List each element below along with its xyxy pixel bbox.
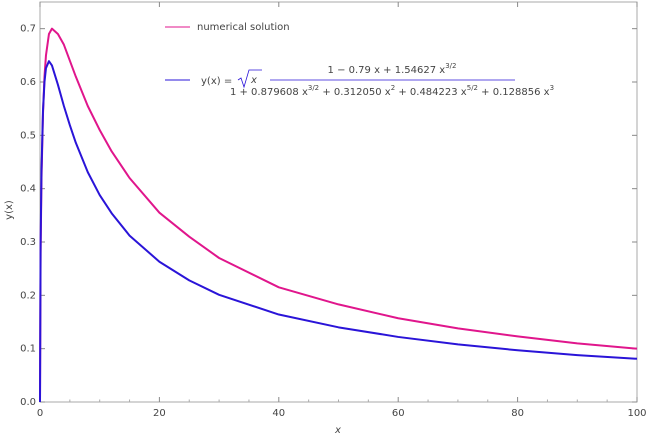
y-axis-label: y(x) [4, 200, 15, 220]
legend-formula-denominator: 1 + 0.879608 x3/2 + 0.312050 x2 + 0.4842… [230, 84, 554, 98]
x-tick-label: 80 [511, 408, 524, 419]
y-tick-label: 0.2 [20, 290, 36, 301]
y-tick-label: 0.6 [20, 77, 36, 88]
legend-label: numerical solution [197, 22, 290, 33]
y-tick-label: 0.5 [20, 130, 36, 141]
formula-text: + 0.312050 x [319, 87, 391, 98]
x-tick-label: 40 [272, 408, 285, 419]
superscript: 2 [391, 84, 395, 92]
x-tick-label: 0 [37, 408, 43, 419]
y-tick-label: 0.0 [20, 397, 36, 408]
y-tick-label: 0.4 [20, 184, 36, 195]
legend-formula-numerator: 1 − 0.79 x + 1.54627 x3/2 [328, 62, 457, 76]
superscript: 3 [550, 84, 554, 92]
y-tick-label: 0.1 [20, 344, 36, 355]
x-tick-label: 20 [153, 408, 166, 419]
superscript: 5/2 [467, 84, 478, 92]
superscript: 3/2 [308, 84, 319, 92]
series-line [39, 27, 638, 403]
sqrt-sign [237, 69, 262, 89]
plot-frame [39, 1, 638, 403]
formula-text: + 0.128856 x [478, 87, 550, 98]
formula-text: 1 − 0.79 x + 1.54627 x [328, 65, 446, 76]
superscript: 3/2 [445, 62, 456, 70]
x-tick-label: 60 [392, 408, 405, 419]
formula-text: 1 + 0.879608 x [230, 87, 308, 98]
y-tick-label: 0.3 [20, 237, 36, 248]
x-axis-label: x [334, 425, 341, 436]
legend-formula-radicand: x [250, 75, 257, 86]
y-tick-label: 0.7 [20, 24, 36, 35]
formula-text: + 0.484223 x [395, 87, 467, 98]
legend-formula-lhs: y(x) = [201, 76, 232, 87]
series-line [39, 60, 638, 403]
x-tick-label: 100 [627, 408, 646, 419]
